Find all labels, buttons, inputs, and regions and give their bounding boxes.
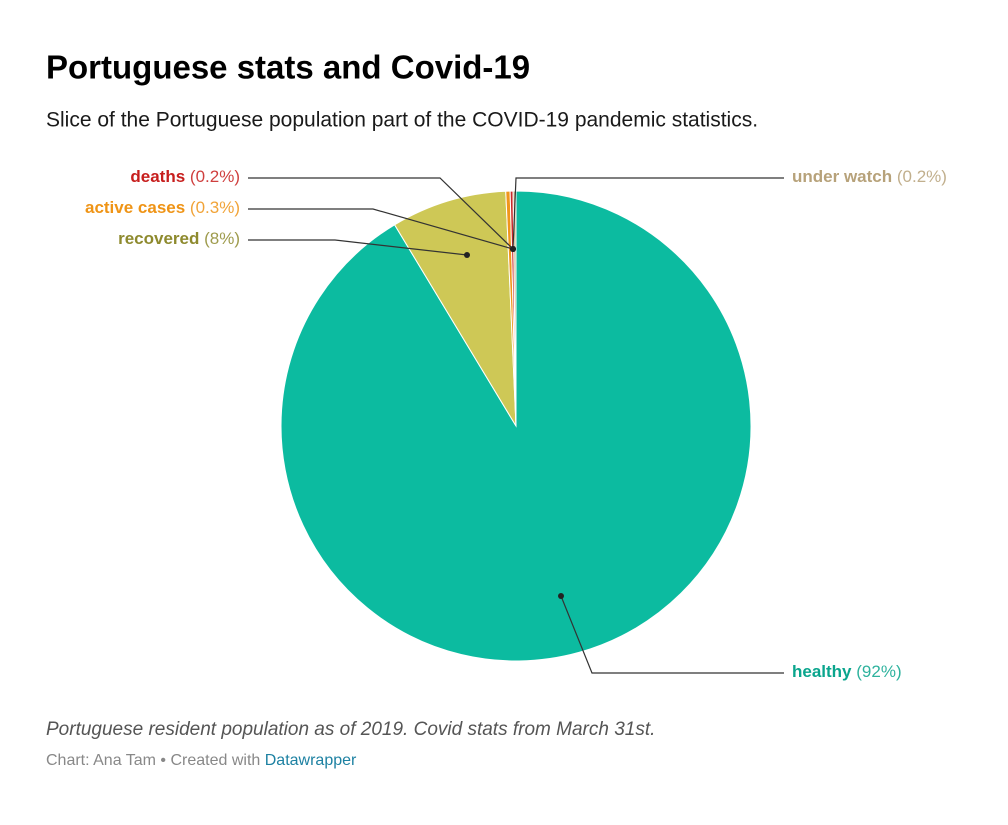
slice-value-label: (8%)	[204, 229, 240, 248]
slice-name: recovered	[118, 229, 199, 248]
credit-link[interactable]: Datawrapper	[265, 752, 357, 769]
pie	[280, 190, 752, 662]
leader-line	[248, 239, 468, 256]
byline-text: Chart: Ana Tam • Created with	[46, 752, 260, 769]
slice-value-label: (0.2%)	[897, 167, 947, 186]
slice-name: deaths	[130, 167, 185, 186]
leader-line	[248, 208, 514, 250]
notes: Portuguese resident population as of 201…	[46, 719, 655, 740]
slice-value-label: (92%)	[856, 662, 901, 681]
leader-dot	[464, 252, 470, 258]
slice-name: under watch	[792, 167, 892, 186]
slice-label: healthy (92%)	[792, 662, 902, 681]
chart-title: Portuguese stats and Covid-19	[46, 49, 530, 86]
slice-value-label: (0.2%)	[190, 167, 240, 186]
leader-line	[512, 177, 784, 250]
slice-label: active cases (0.3%)	[85, 198, 240, 217]
slice-name: healthy	[792, 662, 852, 681]
slice-label: recovered (8%)	[118, 229, 240, 248]
slice-value-label: (0.3%)	[190, 198, 240, 217]
leader-line	[248, 177, 514, 250]
byline: Chart: Ana Tam • Created with Datawrappe…	[46, 752, 357, 769]
chart-subtitle: Slice of the Portuguese population part …	[46, 109, 758, 132]
slice-label: deaths (0.2%)	[130, 167, 240, 186]
leader-dot	[558, 593, 564, 599]
leader-line	[560, 595, 784, 674]
leader-dot	[510, 246, 516, 252]
slice-name: active cases	[85, 198, 185, 217]
labels: healthy (92%) recovered (8%) active cases …	[85, 167, 947, 681]
slice-label: under watch (0.2%)	[792, 167, 947, 186]
